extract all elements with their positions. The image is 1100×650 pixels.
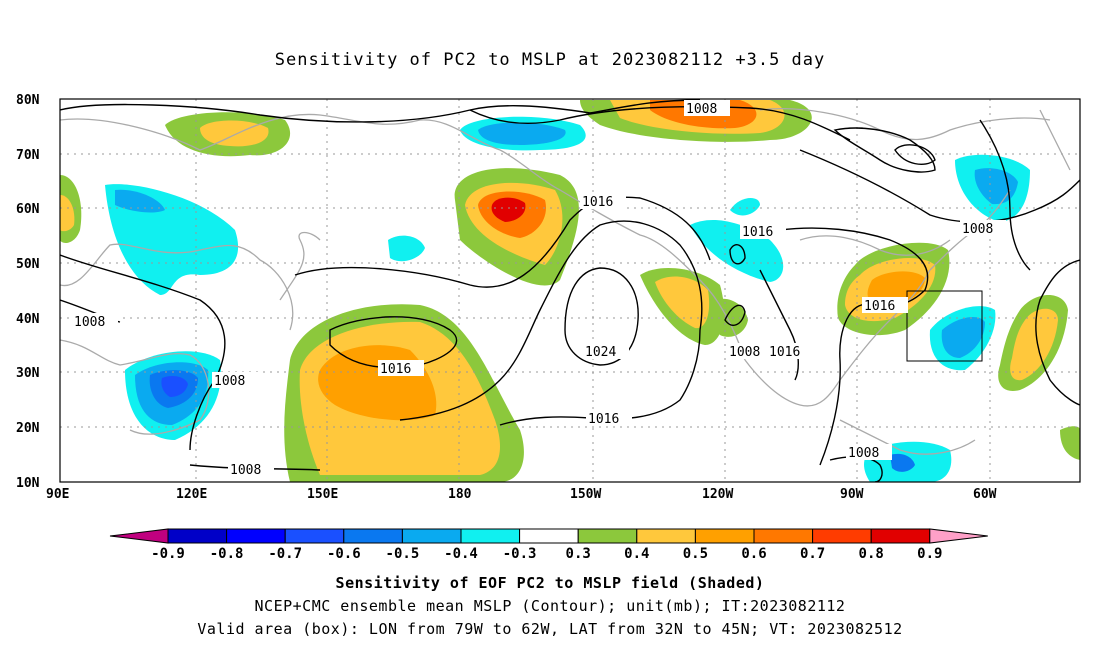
colorbar-swatch xyxy=(167,528,228,544)
colorbar-swatch xyxy=(636,528,696,544)
contour-label: 1016 xyxy=(582,195,613,210)
longitude-labels: 90E 120E 150E 180 150W 120W 90W 60W xyxy=(46,487,997,502)
lat-label: 70N xyxy=(16,148,40,163)
colorbar: -0.9 -0.8 -0.7 -0.6 -0.5 -0.4 -0.3 0.3 0.4 0.5 0.6… xyxy=(109,528,988,562)
lat-label: 80N xyxy=(16,93,40,108)
colorbar-swatch xyxy=(401,528,462,544)
colorbar-label: -0.3 xyxy=(503,546,537,562)
contour-labels: 1008 1016 1016 1008 1008 1008 1016 1024 … xyxy=(72,100,1006,478)
colorbar-swatch xyxy=(460,528,521,544)
lon-label: 150E xyxy=(307,487,338,502)
contour-label: 1008 xyxy=(74,315,105,330)
negative-region-asia xyxy=(105,184,239,295)
lon-label: 120E xyxy=(176,487,207,502)
negative-region-alaska-2 xyxy=(730,198,760,216)
contour-label: 1024 xyxy=(585,345,616,360)
coastlines xyxy=(60,108,1071,455)
contour-label: 1008 xyxy=(230,463,261,478)
contour-label: 1008 xyxy=(848,446,879,461)
lat-label: 60N xyxy=(16,202,40,217)
positive-region-atlantic-inner xyxy=(1010,308,1058,381)
colorbar-label: -0.7 xyxy=(268,546,302,562)
contour-label: 1016 xyxy=(864,299,895,314)
negative-region-atlantic-box-inner xyxy=(941,316,985,358)
footer-line-3: Valid area (box): LON from 79W to 62W, L… xyxy=(197,620,903,638)
negative-region-asia-inner xyxy=(115,189,165,213)
colorbar-label: 0.6 xyxy=(741,546,766,562)
contour-label: 1016 xyxy=(588,412,619,427)
lon-label: 150W xyxy=(570,487,601,502)
positive-region-bering-max xyxy=(491,197,526,222)
colorbar-swatch xyxy=(753,528,814,544)
lon-label: 180 xyxy=(448,487,472,502)
colorbar-label: -0.5 xyxy=(386,546,420,562)
colorbar-label: -0.6 xyxy=(327,546,361,562)
lon-label: 120W xyxy=(702,487,733,502)
valid-area-box xyxy=(906,290,983,362)
contour-label: 1016 xyxy=(380,362,411,377)
map-frame xyxy=(59,98,1081,483)
positive-region-gulf-alaska-inner xyxy=(655,276,710,329)
lat-label: 10N xyxy=(16,476,40,491)
colorbar-arrow-right xyxy=(929,528,988,544)
colorbar-swatch xyxy=(343,528,403,544)
negative-region-china-max xyxy=(161,376,188,397)
colorbar-swatch xyxy=(519,528,579,544)
colorbar-label: 0.3 xyxy=(566,546,591,562)
contour-label: 1008 xyxy=(729,345,760,360)
contour-label: 1008 xyxy=(214,374,245,389)
colorbar-swatch xyxy=(694,528,755,544)
positive-region-west-inner xyxy=(60,195,75,232)
contour-label: 1016 xyxy=(742,225,773,240)
colorbar-label: 0.4 xyxy=(624,546,649,562)
page-title: Sensitivity of PC2 to MSLP at 2023082112… xyxy=(274,50,826,70)
lon-label: 90E xyxy=(46,487,69,502)
colorbar-swatch xyxy=(577,528,638,544)
colorbar-label: -0.8 xyxy=(210,546,244,562)
lon-label: 90W xyxy=(840,487,864,502)
colorbar-swatch xyxy=(812,528,872,544)
negative-region-arctic-inner xyxy=(478,122,566,145)
colorbar-label: 0.7 xyxy=(800,546,825,562)
footer-line-2: NCEP+CMC ensemble mean MSLP (Contour); u… xyxy=(254,597,846,615)
lat-label: 20N xyxy=(16,421,40,436)
negative-region-north-pacific xyxy=(388,235,425,262)
latitude-labels: 80N 70N 60N 50N 40N 30N 20N 10N xyxy=(16,93,40,491)
colorbar-swatch xyxy=(284,528,345,544)
colorbar-arrow-left xyxy=(109,528,169,544)
colorbar-label: 0.8 xyxy=(859,546,884,562)
colorbar-label: 0.5 xyxy=(683,546,708,562)
shaded-sensitivity xyxy=(60,100,1080,482)
lat-label: 50N xyxy=(16,257,40,272)
colorbar-swatch xyxy=(870,528,931,544)
contour-label: 1008 xyxy=(962,222,993,237)
colorbar-label: 0.9 xyxy=(917,546,942,562)
contour-label: 1016 xyxy=(769,345,800,360)
negative-region-caribbean-inner xyxy=(890,453,915,472)
lon-label: 60W xyxy=(973,487,997,502)
colorbar-swatch xyxy=(226,528,286,544)
lat-label: 30N xyxy=(16,366,40,381)
colorbar-label: -0.9 xyxy=(151,546,185,562)
lat-label: 40N xyxy=(16,312,40,327)
footer-line-1: Sensitivity of EOF PC2 to MSLP field (Sh… xyxy=(335,574,765,592)
positive-region-south-atlantic xyxy=(1060,426,1080,460)
contour-label: 1008 xyxy=(686,102,717,117)
colorbar-label: -0.4 xyxy=(444,546,478,562)
